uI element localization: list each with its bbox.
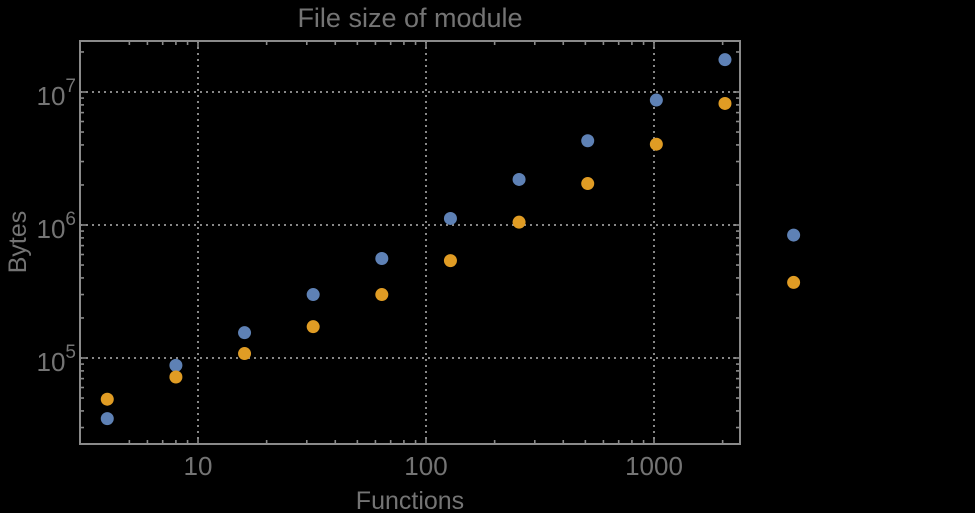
x-tick-label: 10 — [184, 451, 213, 481]
series-2-orange — [100, 96, 801, 406]
data-point — [169, 358, 183, 372]
data-point — [718, 53, 732, 67]
data-point — [581, 134, 595, 148]
y-tick-label: 105 — [37, 342, 77, 377]
data-point — [512, 215, 526, 229]
data-point — [649, 93, 663, 107]
data-point — [238, 347, 252, 361]
series-1-blue — [100, 53, 801, 426]
x-tick-label: 100 — [404, 451, 447, 481]
data-point — [581, 177, 595, 191]
data-point — [718, 96, 732, 110]
data-point — [443, 254, 457, 268]
x-tick-label: 1000 — [625, 451, 683, 481]
data-point — [238, 326, 252, 340]
data-point — [169, 370, 183, 384]
data-point — [306, 320, 320, 334]
data-point — [787, 275, 801, 289]
data-point — [100, 412, 114, 426]
gridlines — [80, 41, 740, 444]
data-point — [375, 251, 389, 265]
chart-title: File size of module — [297, 3, 522, 33]
data-point — [100, 392, 114, 406]
data-point — [512, 172, 526, 186]
y-tick-label: 107 — [37, 76, 77, 111]
tick-marks — [80, 41, 740, 444]
tick-labels: 10 100 1000 105 106 107 — [37, 76, 683, 481]
data-point — [443, 211, 457, 225]
data-point — [306, 288, 320, 302]
y-axis-label: Bytes — [4, 211, 32, 274]
x-axis-label: Functions — [356, 487, 464, 513]
data-point — [649, 137, 663, 151]
plot-frame — [79, 40, 741, 445]
data-point — [787, 228, 801, 242]
data-points — [100, 53, 801, 426]
data-point — [375, 288, 389, 302]
y-tick-label: 106 — [37, 209, 77, 244]
